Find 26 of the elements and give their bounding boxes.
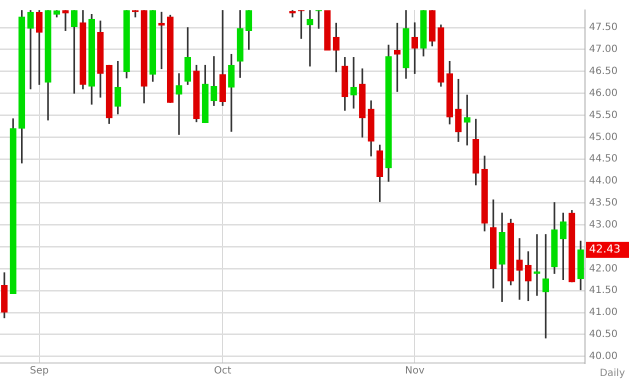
x-tick-label: Sep [30,366,49,377]
y-tick-label: 45.00 [589,132,618,143]
candlestick [62,10,69,31]
y-tick-label: 47.00 [589,44,618,56]
candlestick [27,10,34,90]
y-tick-label: 46.00 [589,88,618,99]
y-tick-label: 42.00 [589,263,618,274]
y-tick-label: 43.00 [589,219,618,230]
y-tick-label: 45.50 [589,110,618,121]
text: Daily [600,368,625,379]
y-tick-label: 44.00 [589,176,618,187]
text: 42.43 [589,242,620,256]
x-tick-label: Nov [404,366,425,377]
x-tick-label: Oct [214,366,232,377]
y-tick-label: 46.50 [589,66,618,77]
y-tick-label: 43.50 [589,198,618,209]
candlestick [324,10,331,51]
candlestick [306,10,314,66]
candlestick [516,238,523,300]
candlestick [176,73,182,135]
y-tick-label: 47.50 [589,22,618,34]
y-tick-label: 41.50 [589,285,618,296]
y-tick-label: 41.00 [589,307,618,318]
y-tick-label: 40.50 [589,329,618,340]
y-tick-label: 40.00 [589,351,618,362]
y-tick-label: 44.50 [589,154,618,165]
